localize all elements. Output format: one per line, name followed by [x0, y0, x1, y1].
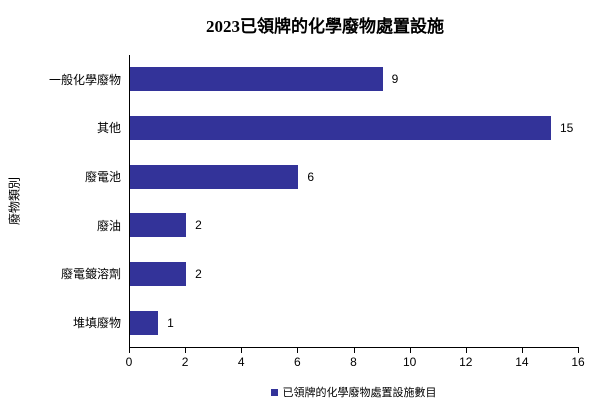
bar-value-label: 2 — [195, 218, 202, 233]
x-tick-label: 12 — [459, 355, 473, 369]
x-tick-mark — [578, 348, 579, 353]
plot-area: 9 15 6 2 2 1 — [129, 55, 579, 348]
bar-row: 1 — [130, 298, 579, 347]
x-tick-mark — [241, 348, 243, 353]
x-tick-label: 14 — [515, 355, 529, 369]
x-tick-mark — [129, 348, 130, 353]
category-label: 廢電鍍溶劑 — [60, 267, 121, 282]
x-tick-label: 6 — [294, 355, 301, 369]
legend-swatch — [270, 388, 278, 396]
category-label: 廢油 — [96, 218, 121, 233]
bar-廢電池 — [130, 164, 299, 189]
x-tick-mark — [353, 348, 355, 353]
bar-row: 15 — [130, 104, 579, 153]
bar-value-label: 9 — [391, 72, 399, 87]
category-label: 一般化學廢物 — [48, 72, 121, 87]
x-tick-label: 8 — [350, 355, 357, 369]
x-tick-mark — [465, 348, 467, 353]
x-tick-label: 2 — [181, 355, 189, 369]
x-tick-mark — [185, 348, 187, 353]
x-tick-mark — [521, 348, 523, 353]
bar-其他 — [130, 115, 551, 140]
bar-value-label: 6 — [307, 169, 315, 184]
bar-堆填廢物 — [130, 310, 159, 335]
x-tick-label: 4 — [237, 355, 245, 369]
legend: 已領牌的化學廢物處置設施數目 — [129, 384, 578, 400]
x-tick-mark — [409, 348, 411, 353]
x-tick-label: 0 — [125, 355, 133, 369]
bar-row: 2 — [130, 250, 579, 299]
x-tick-label: 10 — [402, 355, 417, 369]
x-tick-label: 16 — [571, 355, 585, 369]
bar-row: 2 — [130, 201, 579, 250]
bar-廢油 — [130, 213, 187, 238]
bar-value-label: 2 — [195, 266, 202, 281]
category-label: 其他 — [96, 121, 121, 136]
bar-value-label: 15 — [559, 120, 574, 135]
category-label: 廢電池 — [84, 170, 121, 185]
bar-row: 9 — [130, 55, 579, 104]
chart-title: 2023已領牌的化學廢物處置設施 — [206, 17, 444, 36]
bar-row: 6 — [130, 152, 579, 201]
bar-廢電鍍溶劑 — [130, 261, 187, 286]
bar-value-label: 1 — [167, 315, 174, 330]
bar-一般化學廢物 — [130, 67, 383, 92]
legend-label: 已領牌的化學廢物處置設施數目 — [282, 387, 437, 399]
x-tick-mark — [297, 348, 299, 353]
category-label: 堆填廢物 — [72, 316, 121, 331]
